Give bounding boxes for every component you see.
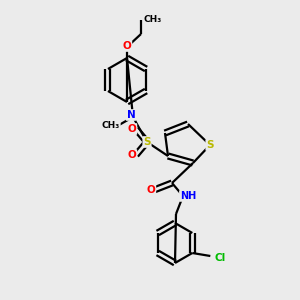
Text: O: O <box>128 124 136 134</box>
Text: S: S <box>143 137 151 147</box>
Text: N: N <box>127 110 135 120</box>
Text: O: O <box>128 150 136 160</box>
Text: Cl: Cl <box>215 253 226 263</box>
Text: CH₃: CH₃ <box>102 121 120 130</box>
Text: CH₃: CH₃ <box>144 16 162 25</box>
Text: O: O <box>123 41 131 51</box>
Text: NH: NH <box>180 191 196 201</box>
Text: S: S <box>206 140 214 150</box>
Text: O: O <box>147 185 155 195</box>
